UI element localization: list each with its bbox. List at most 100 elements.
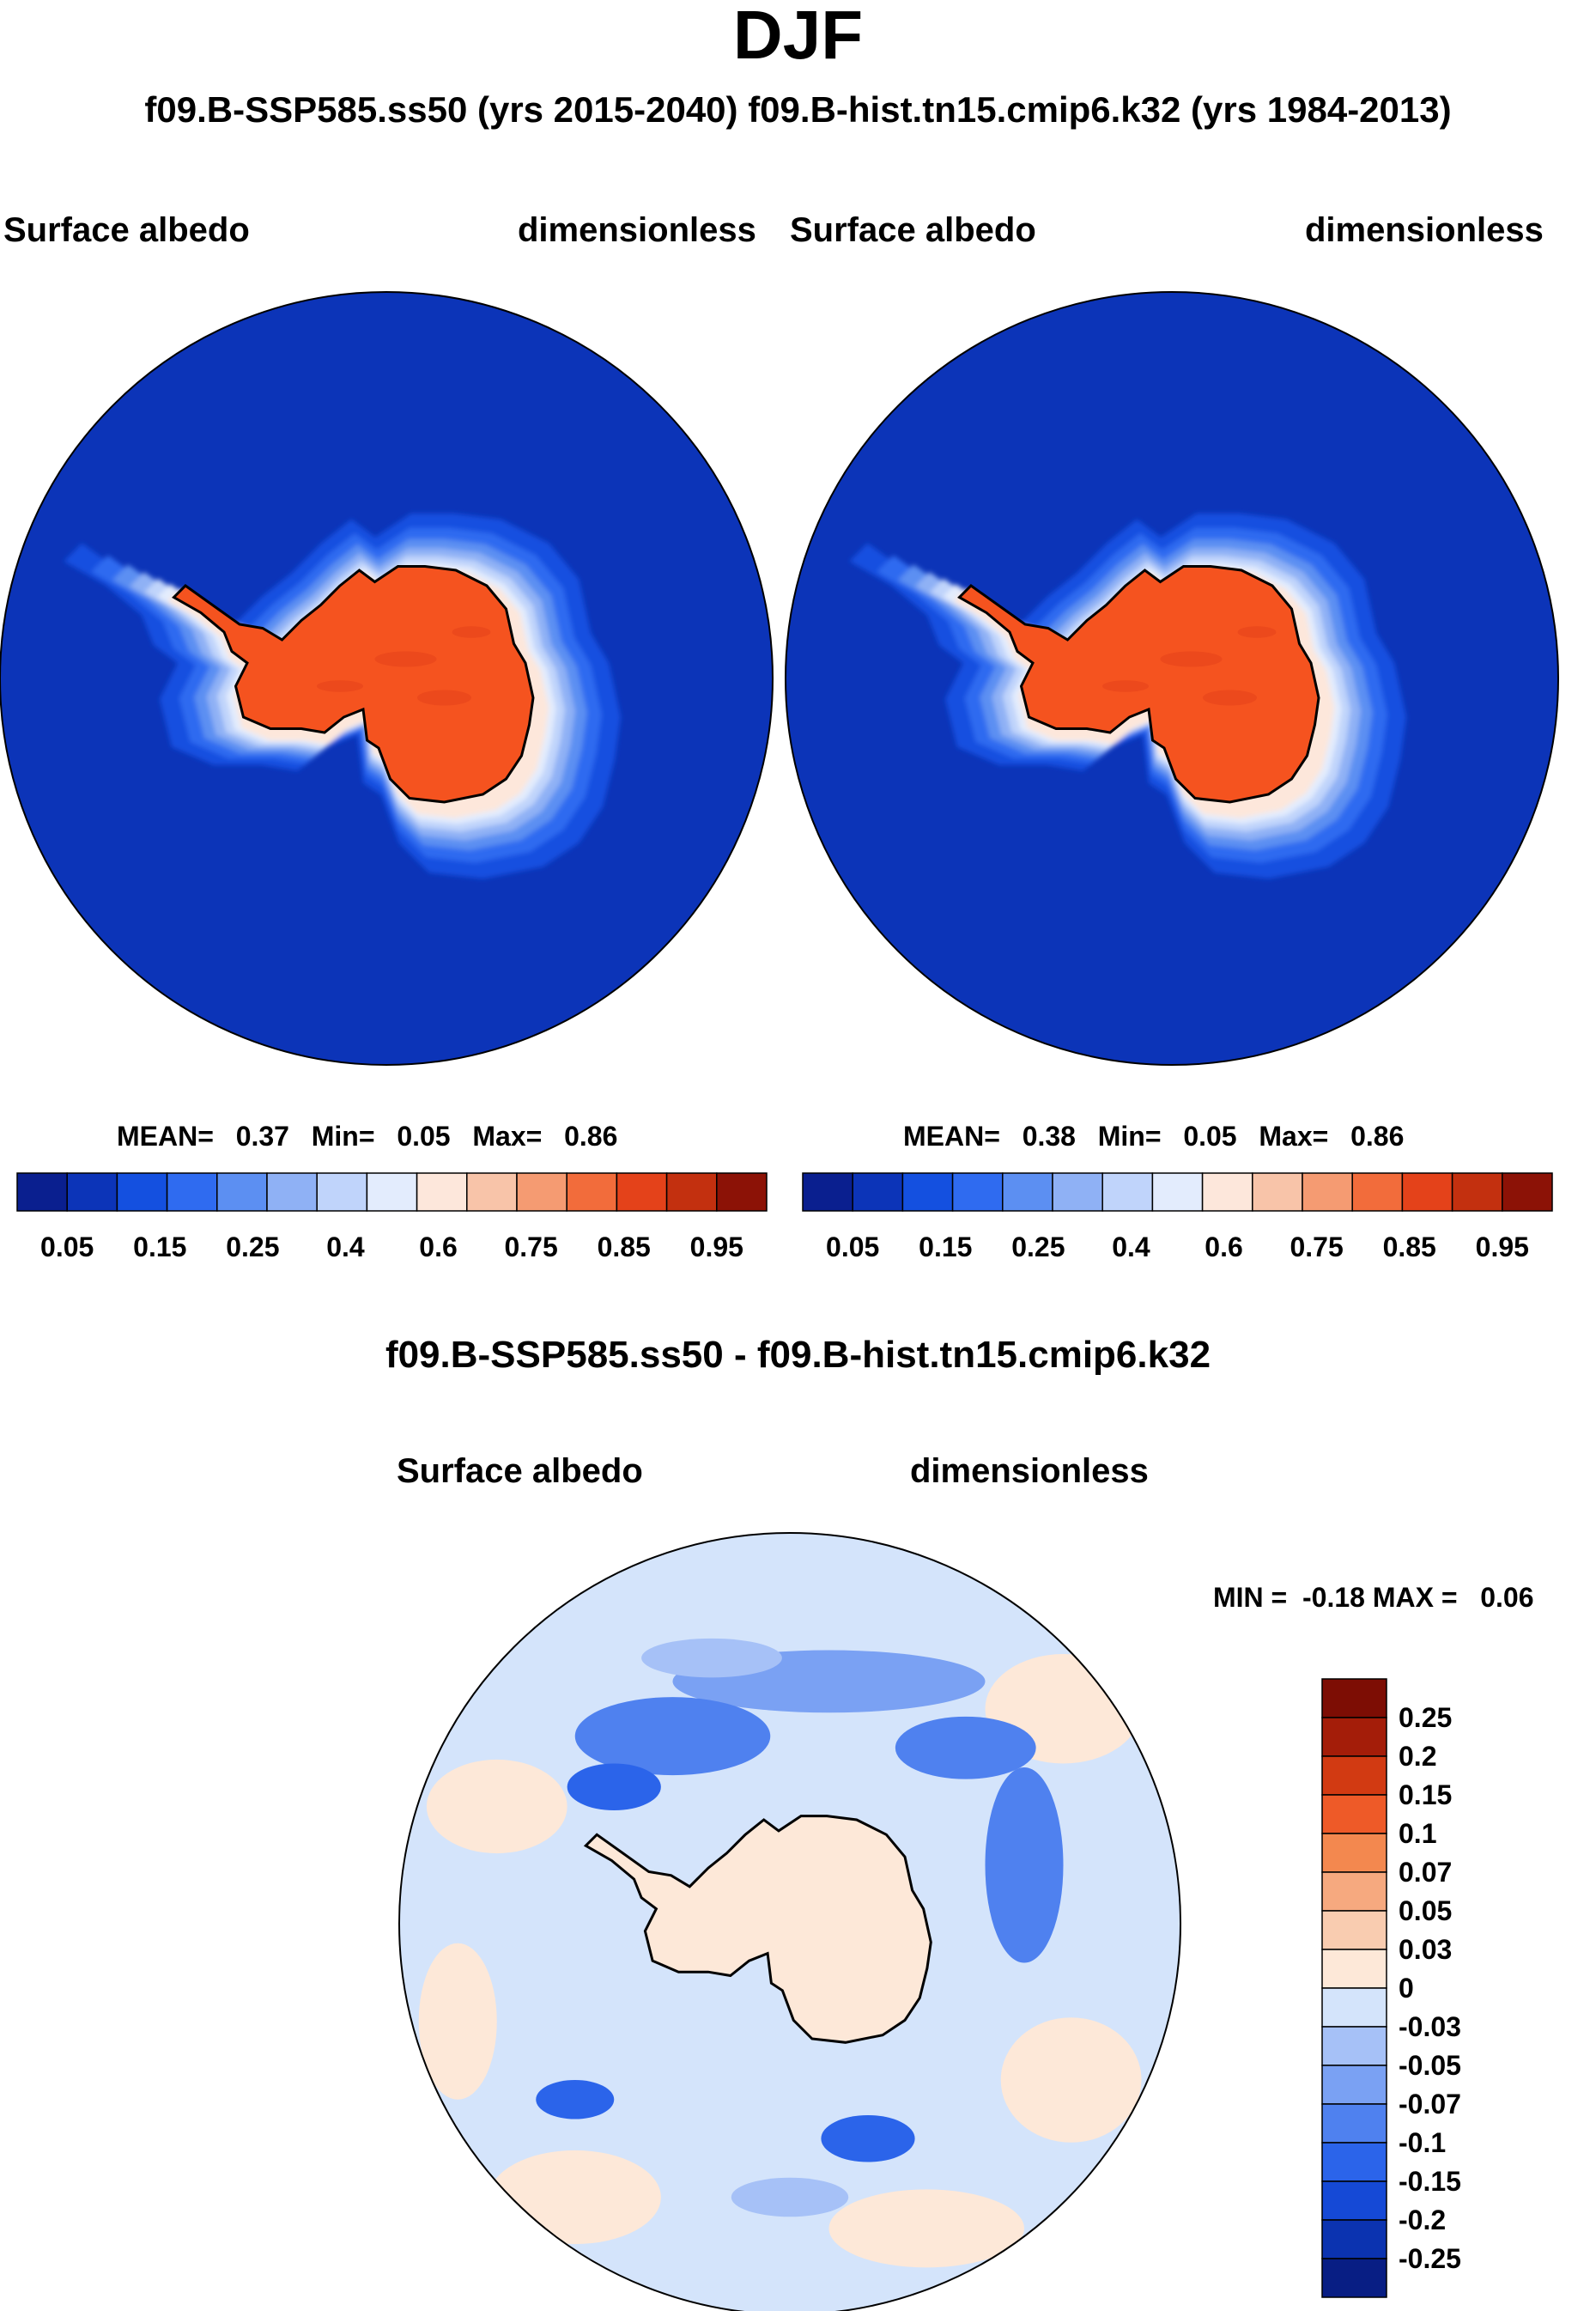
panel1-colorbar-swatch-13 [665, 1172, 718, 1212]
panel2-colorbar-tick-label: 0.4 [1112, 1232, 1150, 1262]
panel2-stats: MEAN= 0.38 Min= 0.05 Max= 0.86 [903, 1120, 1404, 1152]
panel3-colorbar-swatch-14 [1321, 2219, 1387, 2259]
panel2-colorbar-swatch-1 [852, 1172, 904, 1212]
anomaly-region-7 [574, 1697, 771, 1776]
panel1-colorbar-tick-label: 0.85 [598, 1232, 651, 1262]
coastline [957, 565, 1320, 804]
panel1-colorbar-tick-label: 0.95 [690, 1232, 743, 1262]
panel3-colorbar-swatch-9 [1321, 2026, 1387, 2066]
panel3-variable-label: Surface albedo [397, 1452, 643, 1490]
panel2-max-label: Max= [1259, 1121, 1329, 1152]
season-title: DJF [732, 0, 864, 73]
map-border [785, 291, 1559, 1066]
panel3-colorbar-swatch-1 [1321, 1717, 1387, 1757]
anomaly-region-11 [536, 2080, 615, 2119]
panel1-colorbar-swatch-7 [366, 1172, 418, 1212]
panel1-colorbar-swatch-5 [266, 1172, 318, 1212]
panel1-colorbar-swatch-6 [316, 1172, 368, 1212]
panel2-colorbar-swatch-7 [1151, 1172, 1204, 1212]
panel3-colorbar-swatch-7 [1321, 1949, 1387, 1989]
anomaly-region-10 [985, 1767, 1064, 1963]
colorbars: 0.05 0.15 0.25 0.4 0.6 0.75 0.85 0.95 0.05 0.15 0.… [16, 1172, 1553, 2298]
map-difference [398, 1532, 1181, 2311]
interior-streak-2 [1102, 680, 1149, 692]
panel1-colorbar-tick-label: 0.6 [419, 1232, 457, 1262]
panel2-colorbar-swatch-5 [1052, 1172, 1103, 1212]
panel3-colorbar-swatch-10 [1321, 2065, 1387, 2105]
map-scenario [0, 291, 774, 1066]
interior-streak-3 [452, 626, 491, 638]
panel1-colorbar-tick-label: 0.4 [326, 1232, 365, 1262]
panel1-max-label: Max= [472, 1121, 543, 1152]
panel1-colorbar-tick-label: 0.05 [40, 1232, 94, 1262]
panel3-colorbar-tick-label: 0 [1399, 1973, 1414, 2004]
interior-streak-1 [417, 690, 471, 706]
panel2-colorbar-swatch-11 [1351, 1172, 1404, 1212]
panel3-colorbar-tick-label: -0.25 [1399, 2243, 1461, 2274]
panel3-min-max: MIN = -0.18 MAX = 0.06 [1213, 1582, 1534, 1613]
panel2-colorbar-tick-label: 0.85 [1383, 1232, 1436, 1262]
anomaly-region-4 [828, 2189, 1024, 2268]
panel3-colorbar-tick-label: 0.07 [1399, 1857, 1452, 1888]
panel3-colorbar-swatch-2 [1321, 1755, 1387, 1796]
panel2-colorbar-tick-label: 0.25 [1011, 1232, 1065, 1262]
panel2-variable-label: Surface albedo [790, 211, 1036, 249]
panel1-colorbar-swatch-1 [66, 1172, 118, 1212]
anomaly-region-13 [641, 1638, 782, 1678]
interior-streak-3 [1237, 626, 1277, 638]
panel2-colorbar-swatch-14 [1502, 1172, 1553, 1212]
panel2-mean-value: 0.38 [1022, 1121, 1076, 1152]
panel3-colorbar-swatch-6 [1321, 1910, 1387, 1950]
panel3-units-label: dimensionless [910, 1452, 1149, 1490]
panel3-colorbar-tick-label: -0.03 [1399, 2011, 1461, 2042]
map-border [0, 291, 774, 1066]
anomaly-region-9 [567, 1763, 661, 1811]
panel3-colorbar-swatch-15 [1321, 2258, 1387, 2298]
map-fill [0, 292, 773, 1065]
panel3-colorbar-swatch-12 [1321, 2142, 1387, 2182]
panel1-min-label: Min= [311, 1121, 375, 1152]
coastline [172, 565, 535, 804]
coastline [583, 1815, 932, 2044]
panel2-max-value: 0.86 [1350, 1121, 1405, 1152]
panel2-colorbar-swatch-2 [901, 1172, 954, 1212]
panel1-colorbar-swatch-0 [16, 1172, 68, 1212]
panel1-colorbar-swatch-4 [216, 1172, 268, 1212]
panel2-colorbar-tick-label: 0.75 [1290, 1232, 1343, 1262]
panel3-colorbar-swatch-3 [1321, 1794, 1387, 1834]
panel2-colorbar-swatch-9 [1252, 1172, 1303, 1212]
panel3-colorbar-swatch-4 [1321, 1833, 1387, 1873]
panel2-colorbar-swatch-13 [1451, 1172, 1503, 1212]
panel2-colorbar-tick-label: 0.6 [1205, 1232, 1242, 1262]
panel2-units-label: dimensionless [1305, 211, 1544, 249]
interior-streak-0 [374, 651, 437, 667]
map-border [398, 1532, 1181, 2311]
difference-title: f09.B-SSP585.ss50 - f09.B-hist.tn15.cmip… [385, 1334, 1211, 1376]
panel2-colorbar-tick-label: 0.15 [919, 1232, 972, 1262]
panel1-colorbar-swatch-9 [466, 1172, 518, 1212]
panel3-colorbar-swatch-11 [1321, 2103, 1387, 2144]
anomaly-region-0 [426, 1759, 567, 1854]
panel3-colorbar-tick-label: 0.15 [1399, 1779, 1452, 1810]
panel2-mean-label: MEAN= [903, 1121, 1000, 1152]
panel3-colorbar-tick-label: -0.1 [1399, 2127, 1446, 2158]
panel2-colorbar-swatch-10 [1302, 1172, 1353, 1212]
anomaly-region-3 [489, 2150, 661, 2245]
panel1-colorbar-swatch-3 [166, 1172, 218, 1212]
panel3-colorbar-tick-label: 0.03 [1399, 1934, 1452, 1965]
panel1-units-label: dimensionless [518, 211, 756, 249]
panel3-colorbar-swatch-5 [1321, 1871, 1387, 1912]
panel1-colorbar-swatch-11 [566, 1172, 618, 1212]
panel1-colorbar-swatch-2 [116, 1172, 168, 1212]
anomaly-region-12 [821, 2114, 915, 2162]
panel3-colorbar-tick-label: 0.25 [1399, 1702, 1452, 1733]
interior-streak-0 [1160, 651, 1223, 667]
panel1-mean-value: 0.37 [235, 1121, 289, 1152]
panel1-stats: MEAN= 0.37 Min= 0.05 Max= 0.86 [117, 1120, 617, 1152]
interior-streak-1 [1203, 690, 1257, 706]
panel3-colorbar-tick-label: 0.05 [1399, 1895, 1452, 1926]
panel3-colorbar-swatch-13 [1321, 2180, 1387, 2221]
panel3-colorbar-tick-label: 0.1 [1399, 1818, 1436, 1849]
panel2-min-value: 0.05 [1183, 1121, 1237, 1152]
anomaly-region-8 [895, 1716, 1036, 1779]
